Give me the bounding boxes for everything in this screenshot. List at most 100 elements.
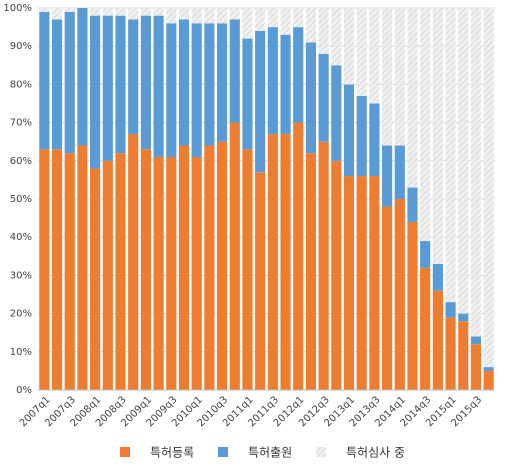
- bar-segment: [343, 176, 355, 390]
- bar-segment: [178, 8, 190, 20]
- bar-segment: [77, 145, 88, 390]
- bar-segment: [204, 8, 215, 24]
- bar-segment: [255, 8, 266, 31]
- legend-swatch: [120, 447, 130, 457]
- bar-segment: [382, 8, 393, 146]
- bar-segment: [102, 15, 113, 161]
- bar-segment: [153, 8, 164, 16]
- bar-segment: [64, 153, 75, 390]
- bar-segment: [204, 145, 215, 390]
- bar-segment: [432, 263, 443, 291]
- bar-segment: [140, 149, 151, 390]
- bar-segment: [420, 8, 431, 242]
- bar-segment: [39, 149, 50, 390]
- bar-segment: [191, 8, 202, 24]
- bar-segment: [140, 8, 151, 16]
- bar-segment: [267, 27, 278, 135]
- bar-segment: [483, 367, 494, 371]
- bar-segment: [115, 153, 126, 390]
- bar-segment: [458, 8, 469, 314]
- bar-segment: [432, 290, 443, 390]
- bar-segment: [318, 141, 329, 390]
- bar-segment: [242, 149, 253, 390]
- bar-segment: [305, 153, 317, 390]
- bar-segment: [178, 145, 190, 390]
- legend-label: 특허출원: [248, 446, 292, 460]
- bar-segment: [369, 176, 380, 390]
- y-tick-label: 10%: [10, 347, 32, 358]
- y-tick-label: 20%: [10, 309, 32, 320]
- bar-segment: [356, 95, 367, 177]
- bar-segment: [458, 313, 469, 322]
- bar-segment: [115, 15, 126, 154]
- bar-segment: [331, 65, 342, 161]
- bar-segment: [216, 23, 228, 142]
- bar-segment: [445, 8, 456, 303]
- bar-segment: [394, 199, 405, 390]
- legend-swatch: [218, 447, 228, 457]
- bar-segment: [77, 8, 88, 146]
- bar-segment: [293, 27, 304, 123]
- bar-segment: [115, 8, 126, 16]
- bar-segment: [420, 241, 431, 268]
- bar-segment: [229, 8, 240, 20]
- bar-segment: [293, 8, 304, 28]
- bar-segment: [343, 84, 355, 177]
- bar-segment: [255, 172, 266, 390]
- bar-segment: [280, 8, 291, 35]
- bar-segment: [39, 8, 50, 12]
- bar-segment: [407, 8, 418, 188]
- bar-segment: [305, 8, 317, 43]
- bar-segment: [280, 134, 291, 390]
- bar-segment: [242, 8, 253, 39]
- bar-segment: [432, 8, 443, 264]
- bar-segment: [407, 187, 418, 222]
- y-tick-label: 30%: [10, 270, 32, 281]
- bar-segment: [51, 8, 63, 20]
- bar-segment: [382, 206, 393, 390]
- bar-segment: [166, 23, 177, 157]
- bar-segment: [51, 149, 63, 390]
- bar-segment: [153, 156, 164, 390]
- bar-segment: [178, 19, 190, 146]
- bar-segment: [90, 168, 101, 390]
- y-tick-label: 0%: [16, 385, 32, 396]
- y-tick-label: 70%: [10, 118, 32, 129]
- bar-segment: [470, 336, 482, 345]
- legend-label: 특허등록: [150, 446, 194, 460]
- bar-segment: [331, 160, 342, 390]
- bar-segment: [420, 267, 431, 390]
- bar-segment: [305, 42, 317, 154]
- bar-segment: [64, 11, 75, 154]
- bar-segment: [483, 8, 494, 368]
- bar-segment: [369, 103, 380, 177]
- bar-segment: [318, 8, 329, 54]
- bar-segment: [369, 8, 380, 104]
- bar-segment: [229, 19, 240, 123]
- bar-segment: [318, 53, 329, 142]
- bar-segment: [128, 8, 139, 20]
- bar-segment: [255, 30, 266, 173]
- bar-segment: [90, 8, 101, 16]
- y-tick-label: 40%: [10, 232, 32, 243]
- bar-segment: [267, 8, 278, 28]
- legend-label: 특허심사 중: [346, 446, 405, 460]
- bar-segment: [166, 8, 177, 24]
- bar-segment: [216, 8, 228, 24]
- bar-segment: [140, 15, 151, 150]
- bar-segment: [356, 8, 367, 96]
- bar-segment: [267, 134, 278, 390]
- y-tick-label: 50%: [10, 194, 32, 205]
- bar-segment: [242, 38, 253, 150]
- bar-segment: [470, 8, 482, 337]
- y-tick-label: 80%: [10, 79, 32, 90]
- bar-segment: [394, 8, 405, 146]
- bar-segment: [64, 8, 75, 12]
- bar-segment: [102, 8, 113, 16]
- bar-segment: [280, 34, 291, 135]
- bar-segment: [445, 302, 456, 318]
- y-tick-label: 90%: [10, 41, 32, 52]
- bar-segment: [229, 122, 240, 390]
- bar-segment: [407, 221, 418, 390]
